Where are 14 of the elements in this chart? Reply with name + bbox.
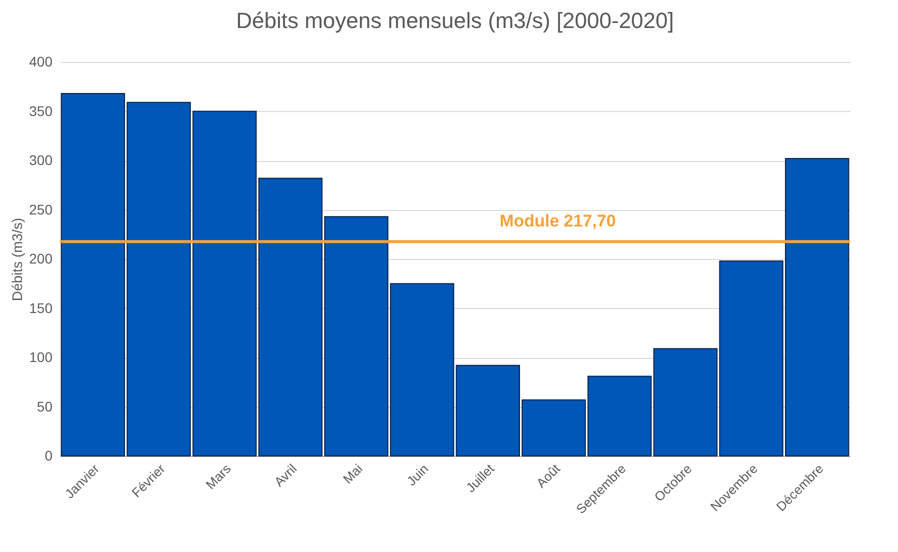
y-tick-label: 250 <box>29 201 53 218</box>
y-tick-label: 50 <box>36 398 53 414</box>
y-tick-label: 100 <box>29 349 53 365</box>
y-tick-label: 0 <box>44 448 53 464</box>
x-tick-label: Juin <box>404 461 432 489</box>
chart-title: Débits moyens mensuels (m3/s) [2000-2020] <box>236 8 674 33</box>
y-tick-label: 150 <box>29 300 53 316</box>
y-axis-title: Débits (m3/s) <box>9 218 26 302</box>
y-tick-label: 350 <box>29 102 53 119</box>
x-tick-label: Mai <box>340 461 366 487</box>
ref-line-label: Module 217,70 <box>500 212 616 231</box>
y-tick-label: 300 <box>29 152 53 168</box>
y-tick-label: 200 <box>29 250 53 266</box>
y-tick-label: 400 <box>29 54 53 70</box>
